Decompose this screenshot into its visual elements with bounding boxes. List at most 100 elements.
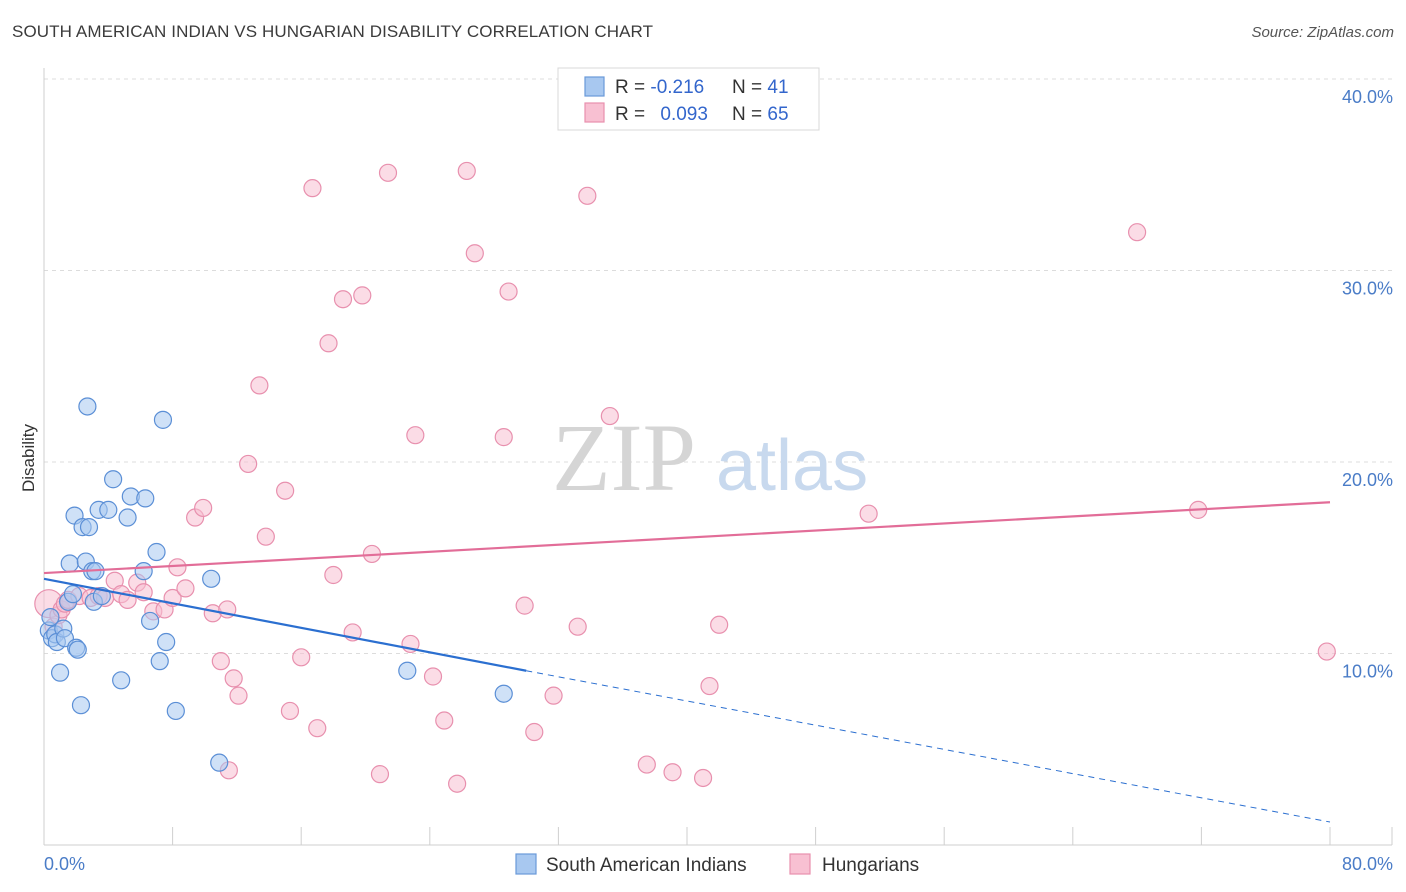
point-south-american (136, 489, 155, 508)
point-south-american (78, 397, 97, 416)
point-south-american (157, 632, 176, 652)
point-hungarian (250, 376, 269, 395)
chart-title: SOUTH AMERICAN INDIAN VS HUNGARIAN DISAB… (12, 22, 654, 41)
bottom-legend: South American Indians Hungarians (515, 853, 919, 876)
point-hungarian (859, 504, 878, 523)
point-hungarian (499, 282, 518, 301)
legend-swatch-south-american (584, 76, 605, 97)
legend-n-value-2: 65 (767, 104, 788, 125)
watermark-atlas: atlas (716, 426, 868, 506)
point-hungarian (637, 755, 656, 774)
point-hungarian (568, 617, 587, 636)
y-tick-label: 10.0% (1342, 662, 1393, 682)
point-hungarian (435, 711, 454, 730)
legend-r-value-2: 0.093 (660, 104, 708, 125)
point-hungarian (353, 286, 372, 305)
point-hungarian (333, 290, 353, 309)
trend-line-hungarian (43, 501, 1331, 575)
point-hungarian (194, 498, 213, 518)
axes (43, 68, 1393, 846)
point-south-american (68, 640, 87, 659)
point-hungarian (693, 768, 713, 788)
point-south-american (202, 569, 221, 588)
point-south-american (147, 542, 166, 562)
point-hungarian (494, 428, 513, 447)
point-south-american (153, 410, 173, 429)
point-south-american (50, 663, 70, 682)
point-hungarian (256, 527, 275, 546)
point-south-american (60, 554, 79, 573)
point-south-american (79, 518, 99, 537)
y-axis-title: Disability (19, 423, 38, 492)
point-hungarian (423, 667, 443, 686)
trend-line-south-american-extension (526, 670, 1331, 823)
x-tick-label: 0.0% (44, 854, 85, 874)
point-hungarian (663, 763, 682, 782)
point-south-american (99, 500, 118, 519)
point-hungarian (578, 186, 597, 205)
bottom-legend-label-hungarian: Hungarians (822, 855, 919, 876)
point-south-american (71, 696, 91, 715)
point-hungarian (515, 596, 534, 615)
point-hungarian (303, 179, 322, 198)
point-hungarian (280, 701, 300, 721)
point-hungarian (292, 648, 311, 667)
point-hungarian (544, 686, 563, 705)
y-tick-label: 20.0% (1342, 470, 1393, 490)
point-south-american (210, 753, 229, 772)
point-hungarian (457, 161, 476, 181)
point-hungarian (211, 652, 230, 671)
point-hungarian (224, 669, 243, 688)
point-hungarian (710, 615, 729, 634)
bottom-legend-swatch-hungarian (789, 853, 811, 875)
legend-r-label-2: R = (615, 104, 650, 125)
legend-r-value-1: -0.216 (650, 77, 704, 98)
point-hungarian (406, 426, 425, 445)
point-hungarian (319, 334, 338, 353)
legend-box: R = -0.216 N = 41 R = 0.093 N = 65 (557, 67, 820, 131)
svg-text:R = -0.216: R = -0.216 (615, 77, 704, 98)
y-tick-label: 40.0% (1342, 87, 1393, 107)
point-south-american (92, 586, 111, 606)
svg-text:R = 0.093: R = 0.093 (615, 104, 708, 125)
point-hungarian (378, 163, 398, 182)
point-hungarian (465, 244, 484, 263)
point-south-american (134, 562, 153, 581)
point-south-american (494, 684, 513, 703)
point-south-american (140, 611, 160, 631)
watermark: ZIP atlas (552, 404, 868, 511)
svg-text:N = 41: N = 41 (732, 77, 789, 98)
point-south-american (150, 652, 169, 671)
y-tick-label: 30.0% (1342, 279, 1393, 299)
point-south-american (112, 671, 131, 690)
point-hungarian (370, 765, 390, 784)
point-hungarian (525, 722, 544, 742)
point-south-american (41, 608, 60, 627)
point-hungarian (239, 454, 258, 474)
point-hungarian (308, 719, 327, 738)
grid-lines (44, 78, 1392, 654)
point-south-american (398, 661, 417, 680)
point-hungarian (600, 406, 619, 426)
trend-line-south-american (43, 577, 527, 672)
point-hungarian (276, 481, 295, 500)
point-hungarian (176, 579, 195, 598)
legend-n-value-1: 41 (767, 77, 788, 98)
svg-text:N = 65: N = 65 (732, 104, 789, 125)
point-hungarian (324, 565, 343, 585)
point-hungarian (229, 686, 248, 705)
legend-swatch-hungarian (584, 102, 605, 123)
watermark-zip: ZIP (552, 404, 696, 511)
legend-r-label-1: R = (615, 77, 650, 98)
point-south-american (166, 701, 185, 721)
legend-n-label-1: N = (732, 77, 767, 98)
point-hungarian (1127, 223, 1147, 242)
bottom-legend-label-south-american: South American Indians (546, 855, 747, 876)
x-tick-label: 80.0% (1342, 854, 1393, 874)
legend-n-label-2: N = (732, 104, 767, 125)
point-south-american (118, 508, 137, 527)
point-hungarian (448, 774, 467, 793)
point-hungarian (700, 676, 719, 696)
point-south-american (63, 585, 83, 604)
